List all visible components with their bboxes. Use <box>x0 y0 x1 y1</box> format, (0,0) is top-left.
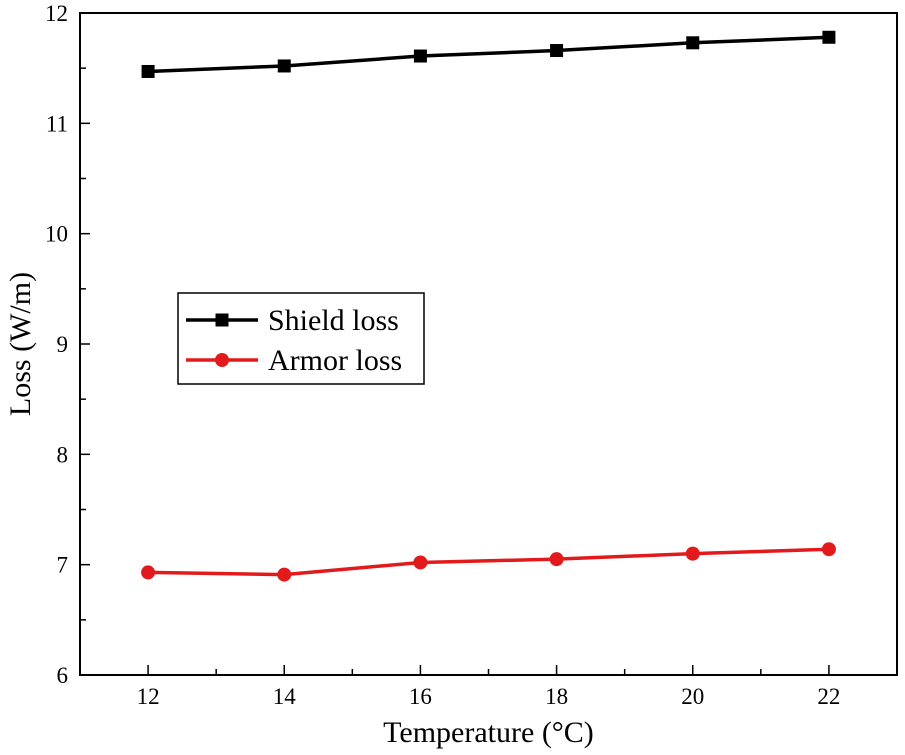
data-point <box>550 44 564 58</box>
data-point <box>686 36 700 50</box>
y-tick-label: 12 <box>45 1 68 26</box>
data-point <box>821 542 836 557</box>
y-tick-label: 10 <box>45 222 68 247</box>
data-point <box>685 546 700 561</box>
data-point <box>549 552 564 567</box>
series-shield-loss <box>141 30 836 78</box>
x-tick-label: 18 <box>545 684 568 709</box>
y-tick-label: 11 <box>46 111 68 136</box>
x-axis: 12 14 16 18 20 22 <box>137 665 840 709</box>
x-axis-title: Temperature (°C) <box>383 716 594 749</box>
series-armor-loss <box>141 542 836 582</box>
plot-frame <box>79 12 898 676</box>
y-tick-label: 7 <box>57 553 69 578</box>
data-point <box>141 64 155 78</box>
series-group <box>141 30 836 582</box>
series-line <box>148 35 829 74</box>
legend-label-armor: Armor loss <box>268 344 402 377</box>
x-tick-label: 20 <box>681 684 704 709</box>
legend-label-shield: Shield loss <box>268 304 399 337</box>
x-tick-label: 12 <box>137 684 160 709</box>
y-tick-label: 8 <box>57 442 69 467</box>
legend-marker-circle <box>215 353 229 367</box>
legend-marker-square <box>215 313 229 327</box>
x-tick-label: 14 <box>273 684 297 709</box>
y-axis: 6 7 8 9 10 11 12 <box>45 1 90 688</box>
legend-box <box>177 292 425 385</box>
data-point <box>277 59 291 73</box>
y-tick-label: 6 <box>57 663 69 688</box>
x-tick-label: 16 <box>409 684 432 709</box>
y-axis-title: Loss (W/m) <box>4 272 37 416</box>
y-tick-label: 9 <box>57 332 69 357</box>
legend: Shield loss Armor loss <box>177 292 425 385</box>
data-point <box>141 565 156 580</box>
data-point <box>413 555 428 570</box>
data-point <box>277 567 292 582</box>
series-line <box>148 547 829 577</box>
data-point <box>413 49 427 63</box>
x-tick-label: 22 <box>817 684 840 709</box>
data-point <box>822 30 836 44</box>
